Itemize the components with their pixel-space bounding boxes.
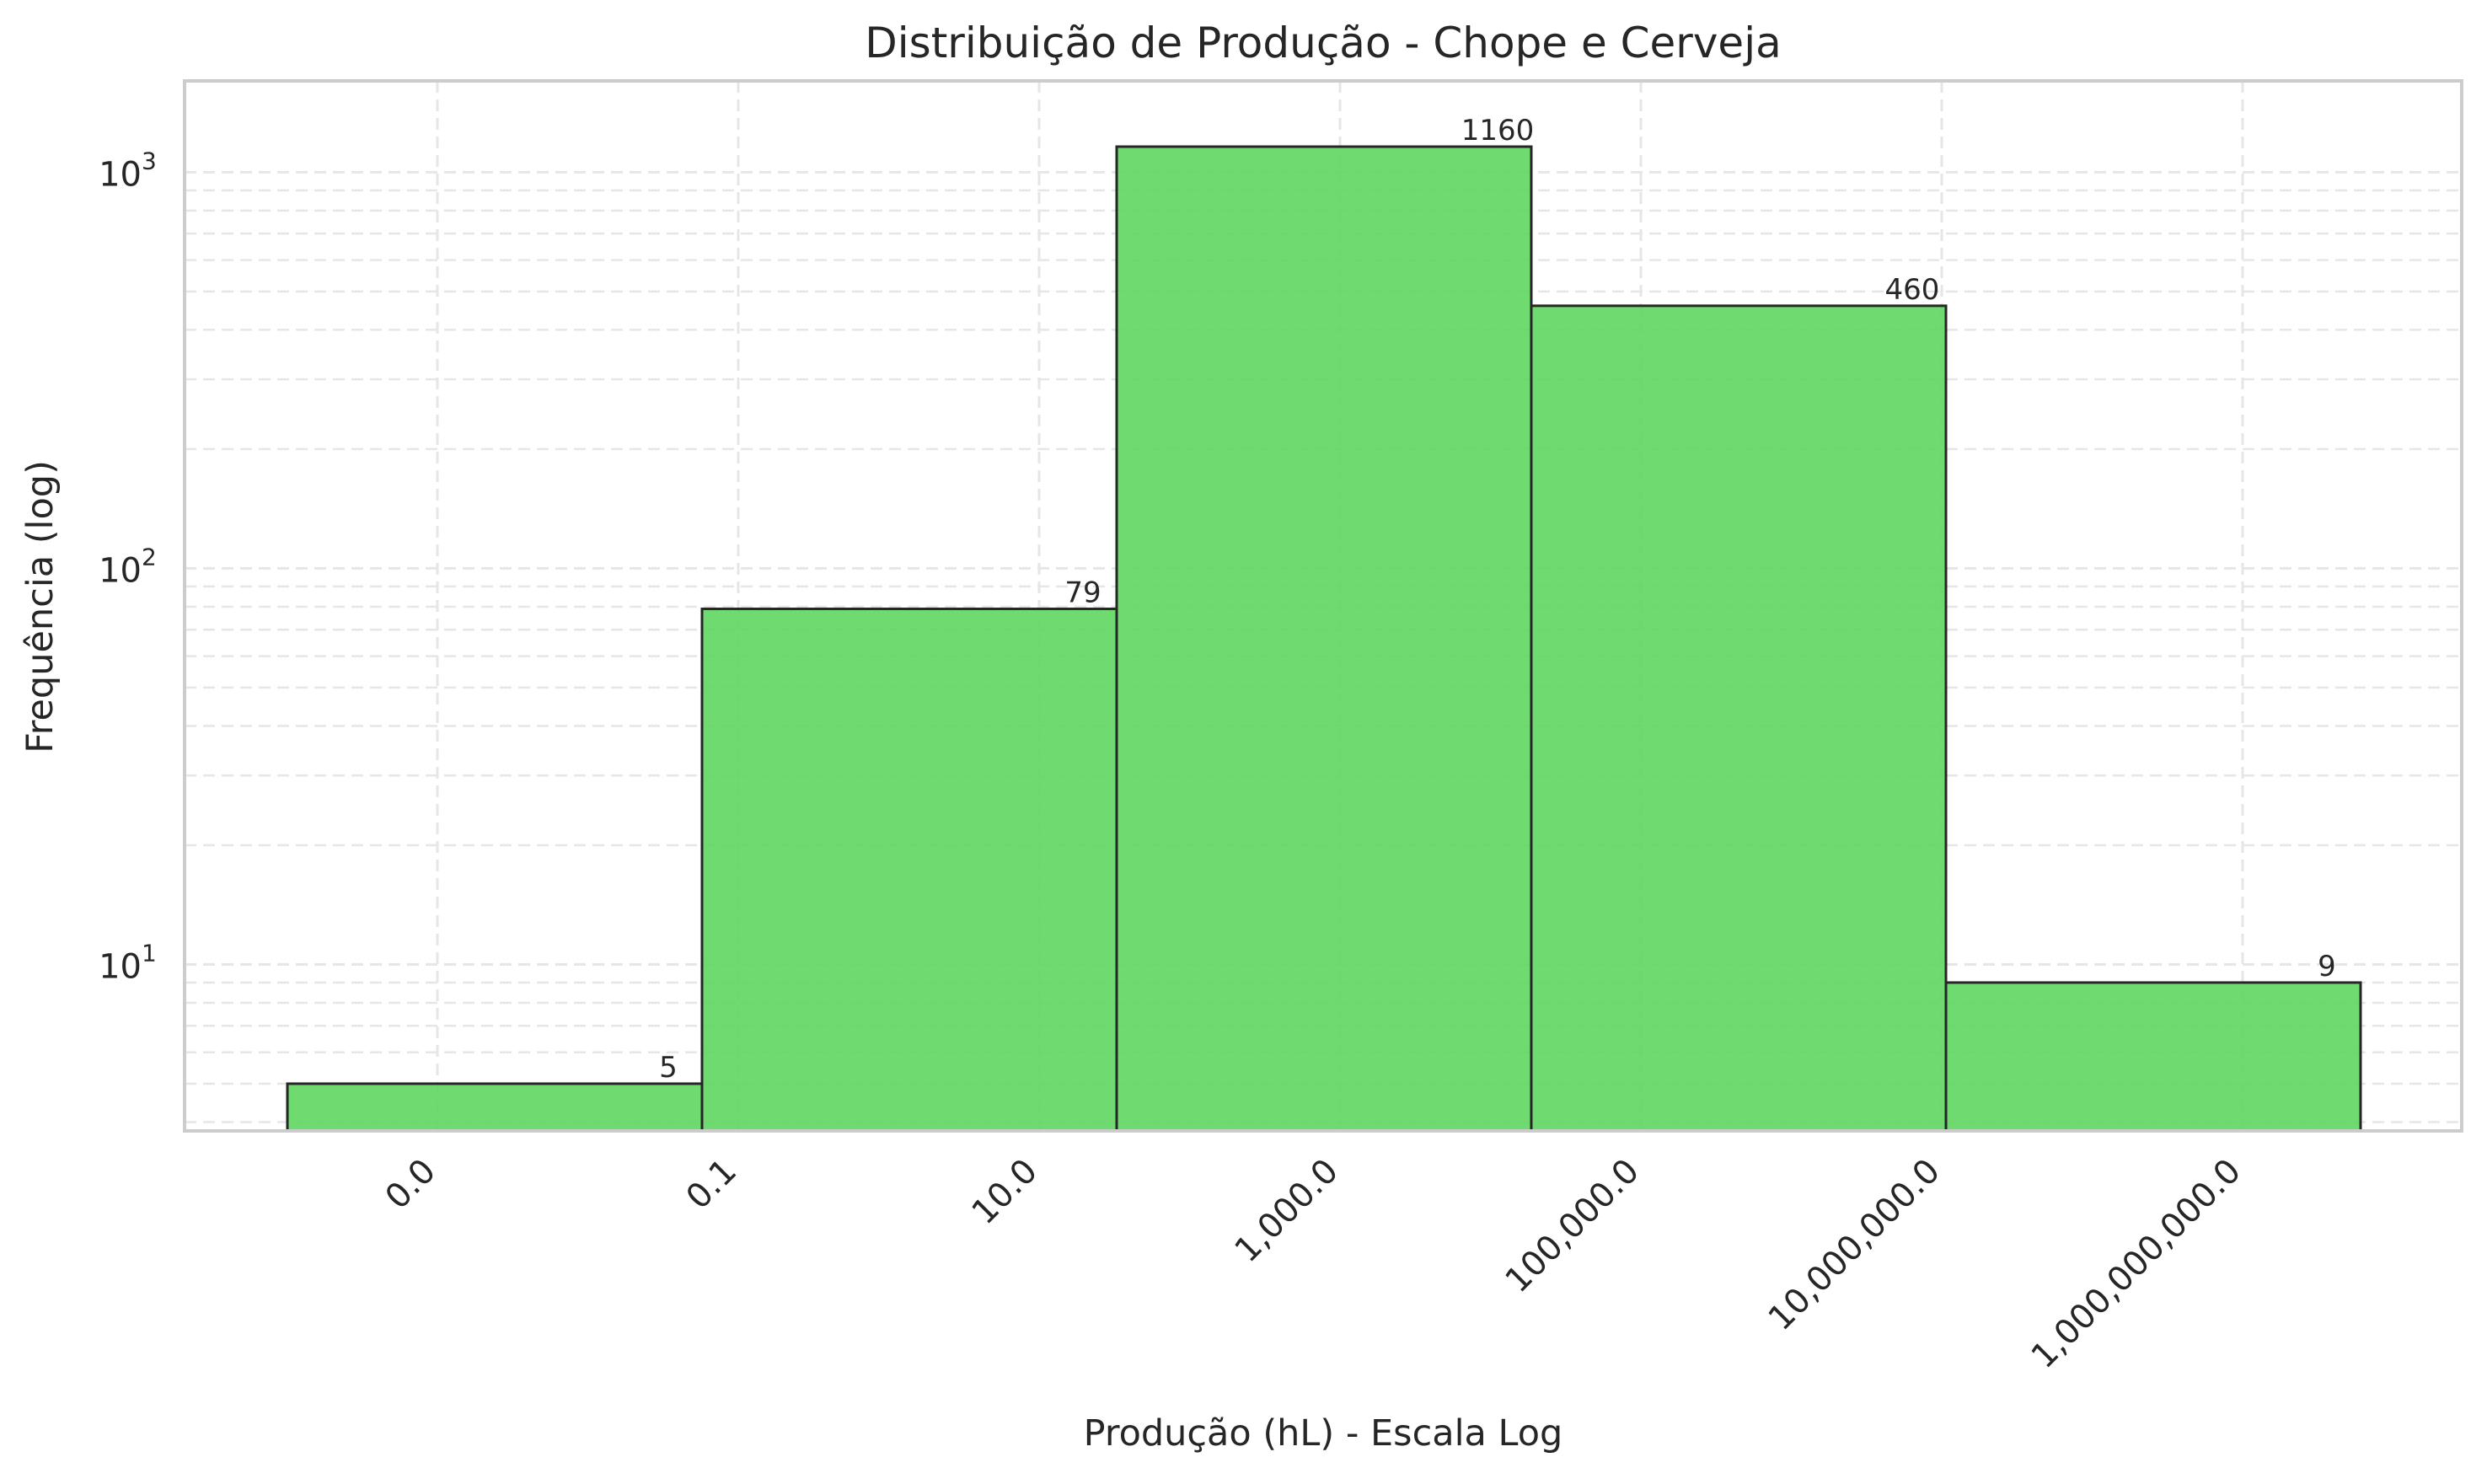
histogram-bar bbox=[286, 1082, 704, 1133]
y-axis-label: Frequência (log) bbox=[19, 460, 62, 753]
histogram-bar bbox=[1115, 145, 1533, 1133]
y-tick-label: 10 bbox=[99, 551, 142, 590]
y-tick-label: 10 bbox=[99, 155, 142, 194]
bar-value-label: 460 bbox=[1885, 273, 1940, 307]
x-axis-label: Produção (hL) - Escala Log bbox=[1084, 1412, 1563, 1455]
histogram-bar bbox=[700, 608, 1118, 1133]
histogram-bar bbox=[1944, 981, 2362, 1133]
bar-value-label: 1160 bbox=[1461, 114, 1535, 147]
y-tick-exponent: 1 bbox=[142, 939, 157, 967]
bar-value-label: 79 bbox=[1064, 576, 1101, 610]
y-tick-label: 10 bbox=[99, 947, 142, 986]
histogram-bar bbox=[1530, 304, 1948, 1133]
y-tick-exponent: 3 bbox=[142, 147, 157, 174]
bar-value-label: 9 bbox=[2318, 950, 2336, 983]
chart-title: Distribuição de Produção - Chope e Cerve… bbox=[865, 19, 1781, 67]
y-tick-exponent: 2 bbox=[142, 543, 157, 571]
plot-frame bbox=[183, 79, 2463, 1133]
bar-value-label: 5 bbox=[659, 1051, 678, 1085]
